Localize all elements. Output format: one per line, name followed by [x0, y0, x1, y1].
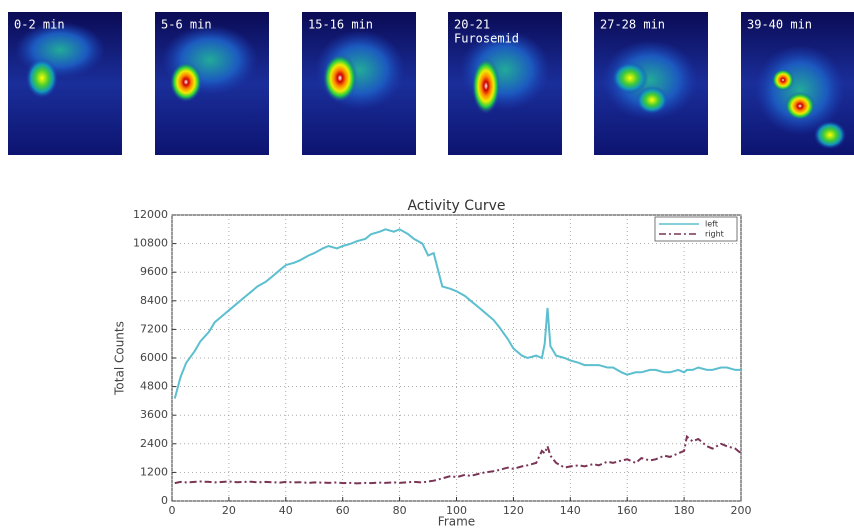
y-tick-label: 12000 — [133, 208, 168, 221]
panel-images — [8, 12, 854, 155]
y-tick-label: 4800 — [140, 380, 168, 393]
y-tick-label: 0 — [161, 494, 168, 507]
y-tick-label: 10800 — [133, 237, 168, 250]
y-tick-label: 8400 — [140, 294, 168, 307]
x-tick-label: 200 — [731, 504, 752, 517]
data-line — [173, 228, 741, 399]
x-tick-label: 140 — [560, 504, 581, 517]
y-tick-label: 6000 — [140, 351, 168, 364]
x-tick-label: 20 — [222, 504, 236, 517]
y-tick-label: 7200 — [140, 322, 168, 335]
x-tick-label: 40 — [279, 504, 293, 517]
x-tick-label: 0 — [169, 504, 176, 517]
x-tick-label: 120 — [503, 504, 524, 517]
y-axis-label: Total Counts — [113, 321, 127, 396]
y-tick-label: 2400 — [140, 437, 168, 450]
panel-label: 39-40 min — [747, 18, 812, 32]
panel-label: 27-28 min — [600, 18, 665, 32]
x-tick-label: 180 — [674, 504, 695, 517]
y-tick-label: 1200 — [140, 465, 168, 478]
legend-label: left — [705, 220, 718, 229]
panel-label: 20-21 — [454, 18, 490, 32]
data-line — [174, 434, 742, 485]
y-tick-label: 3600 — [140, 408, 168, 421]
panel-label: 5-6 min — [161, 18, 212, 32]
panel-label: 15-16 min — [308, 18, 373, 32]
x-tick-label: 100 — [446, 504, 467, 517]
y-tick-label: 9600 — [140, 265, 168, 278]
x-tick-label: 80 — [393, 504, 407, 517]
x-tick-label: 60 — [336, 504, 350, 517]
chart-title: Activity Curve — [407, 198, 505, 214]
panel-label: 0-2 min — [14, 18, 65, 32]
x-axis-label: Frame — [438, 515, 475, 528]
legend-box — [654, 216, 738, 242]
x-tick-label: 160 — [617, 504, 638, 517]
panel-label: Furosemid — [454, 32, 519, 46]
legend-label: right — [705, 230, 724, 239]
